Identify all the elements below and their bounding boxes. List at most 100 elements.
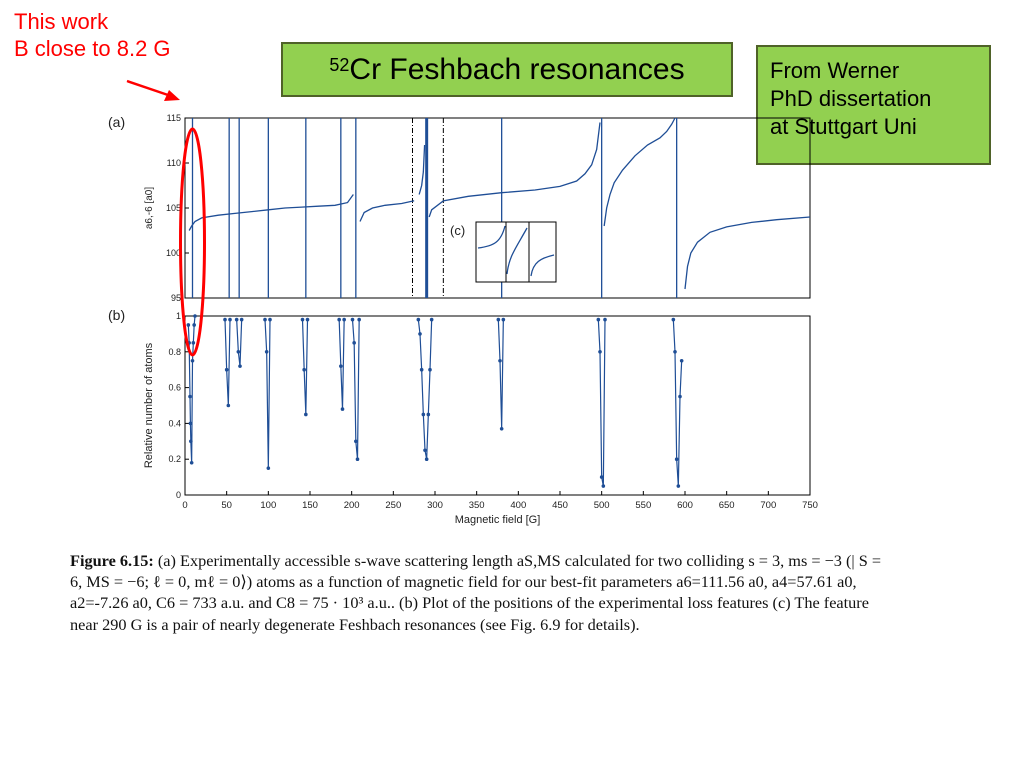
loss-feature-point	[501, 317, 506, 322]
loss-feature-point	[266, 466, 271, 470]
panel-b-x-tick-label: 50	[221, 500, 232, 511]
inset-c-curve	[530, 254, 555, 277]
highlight-arrow-head	[164, 90, 180, 101]
loss-feature-point	[673, 350, 677, 354]
highlight-ellipse	[179, 127, 206, 357]
loss-feature-point	[340, 407, 345, 411]
note-line-1: This work	[14, 9, 109, 34]
panel-b-x-tick-label: 300	[427, 500, 443, 511]
loss-feature-point	[305, 317, 310, 322]
loss-feature-point	[423, 448, 427, 453]
loss-feature-point	[300, 317, 305, 322]
inset-c-frame	[475, 221, 557, 283]
scattering-length-curve	[188, 194, 354, 231]
panel-b-x-tick-label: 600	[677, 500, 693, 511]
panel-b-y-tick-label: 1	[176, 311, 181, 321]
panel-b-x-tick-label: 100	[260, 500, 276, 511]
panel-a-y-tick-label: 100	[166, 248, 181, 258]
loss-feature-point	[416, 317, 421, 322]
loss-feature-line	[264, 319, 271, 469]
source-line-1: From Werner	[770, 58, 900, 83]
loss-feature-point	[236, 350, 241, 354]
loss-feature-point	[263, 317, 267, 322]
loss-feature-point	[302, 367, 306, 372]
panel-b-y-tick-label: 0.8	[168, 347, 181, 357]
panel-b-x-tick-label: 700	[760, 500, 776, 511]
loss-feature-point	[337, 317, 341, 322]
loss-feature-point	[679, 358, 684, 363]
loss-feature-point	[264, 350, 269, 354]
loss-feature-point	[189, 439, 193, 444]
loss-feature-point	[419, 367, 424, 372]
panel-b-x-tick-label: 750	[802, 500, 818, 511]
panel-b-x-tick-label: 150	[302, 500, 318, 511]
panel-a-y-tick-label: 115	[167, 113, 181, 123]
loss-feature-point	[426, 412, 431, 417]
loss-feature-point	[354, 439, 358, 444]
loss-feature-point	[186, 323, 191, 327]
scattering-length-curve	[418, 144, 426, 195]
loss-feature-point	[674, 457, 679, 462]
scattering-length-curve	[359, 200, 415, 222]
loss-feature-line	[224, 319, 231, 406]
panel-a-y-axis-label: a6,-6 [a0]	[144, 187, 155, 229]
loss-feature-point	[224, 367, 229, 372]
panel-b-x-axis-label: Magnetic field [G]	[455, 514, 541, 526]
panel-b-x-tick-label: 0	[182, 500, 187, 511]
panel-a-y-tick-label: 95	[171, 293, 181, 303]
panel-b-y-tick-label: 0.6	[168, 383, 181, 393]
panel-b-y-tick-label: 0.2	[168, 454, 181, 464]
caption-text: (a) Experimentally accessible s-wave sca…	[70, 551, 882, 634]
panel-b-frame	[184, 315, 811, 496]
panel-b-x-tick-label: 400	[510, 500, 526, 511]
highlight-arrow-shaft	[126, 79, 169, 97]
panel-b-y-tick-label: 0.4	[168, 418, 181, 428]
loss-feature-line	[236, 319, 243, 367]
figure-caption: Figure 6.15: (a) Experimentally accessib…	[70, 550, 890, 635]
inset-c-label: (c)	[450, 223, 465, 238]
loss-feature-point	[268, 317, 272, 322]
panel-b-x-tick-label: 350	[469, 500, 485, 511]
slide-title-text: Cr Feshbach resonances	[349, 52, 685, 86]
loss-feature-point	[357, 317, 361, 322]
panel-b-x-tick-label: 200	[344, 500, 360, 511]
loss-feature-point	[304, 412, 308, 417]
panel-b-x-tick-label: 650	[719, 500, 735, 511]
note-line-2: B close to 8.2 G	[14, 36, 171, 61]
loss-feature-point	[599, 475, 604, 479]
loss-feature-line	[417, 319, 433, 460]
loss-feature-point	[339, 364, 343, 368]
loss-feature-point	[676, 484, 681, 488]
loss-feature-line	[187, 315, 196, 463]
panel-b-x-tick-label: 500	[594, 500, 610, 511]
panel-a-label: (a)	[108, 114, 125, 130]
scattering-length-curve	[603, 117, 676, 227]
scattering-length-curve	[684, 216, 811, 290]
loss-feature-point	[421, 412, 426, 417]
loss-feature-point	[601, 484, 606, 488]
loss-feature-point	[190, 358, 195, 363]
loss-feature-point	[193, 314, 197, 318]
annotation-note: This work B close to 8.2 G	[14, 8, 171, 62]
loss-feature-line	[597, 319, 606, 487]
panel-b-x-tick-label: 450	[552, 500, 568, 511]
loss-feature-point	[350, 317, 355, 322]
loss-feature-point	[342, 317, 346, 322]
panel-b-y-tick-label: 0	[176, 490, 181, 500]
source-line-2: PhD dissertation	[770, 86, 932, 111]
loss-feature-line	[338, 319, 345, 410]
loss-feature-point	[424, 457, 429, 462]
loss-feature-point	[498, 358, 502, 363]
loss-feature-point	[355, 457, 360, 462]
loss-feature-point	[596, 317, 601, 322]
inset-c-curve	[506, 227, 528, 275]
source-box: From Werner PhD dissertation at Stuttgar…	[756, 45, 991, 165]
panel-b-x-tick-label: 550	[635, 500, 651, 511]
loss-feature-line	[301, 319, 309, 415]
panel-a-y-tick-label: 110	[167, 158, 181, 168]
panel-a-y-tick-label: 105	[166, 203, 181, 213]
loss-feature-point	[192, 323, 196, 327]
loss-feature-point	[188, 394, 192, 399]
loss-feature-point	[191, 341, 196, 345]
loss-feature-point	[598, 350, 602, 354]
